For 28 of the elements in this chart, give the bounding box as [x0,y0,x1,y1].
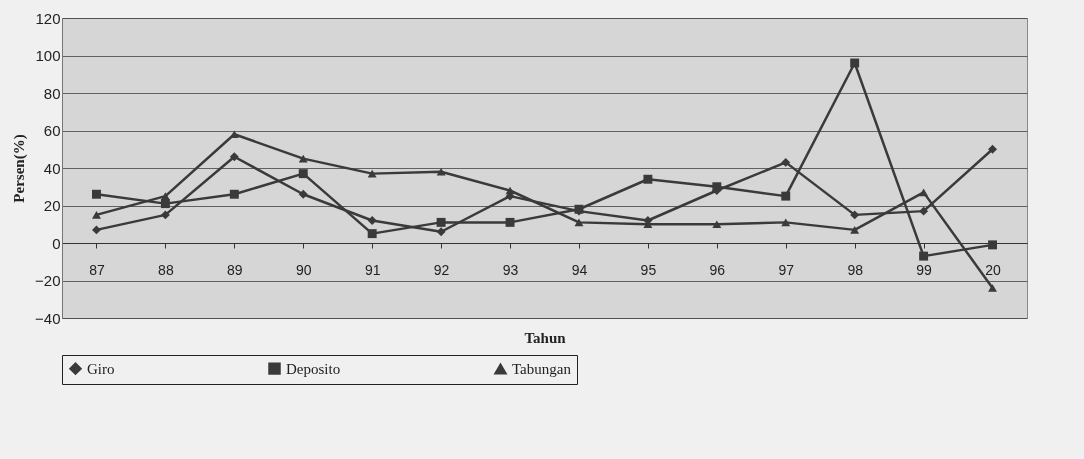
y-tick-label: 100 [35,47,61,64]
x-tick-label: 94 [571,261,588,278]
y-axis-title: Persen(%) [11,134,29,203]
x-tick-label: 89 [227,261,243,278]
y-tick-label: 120 [35,9,61,27]
x-tick-label: 87 [89,261,105,278]
x-tick-label: 97 [778,261,795,278]
legend-label: Deposito [286,360,341,377]
x-tick-label: 98 [847,261,864,278]
x-tick-label: 96 [709,261,726,278]
y-tick-label: 60 [43,122,61,139]
legend-label: Tabungan [512,360,572,377]
x-tick-label: 99 [916,261,933,278]
x-tick-label: 91 [364,261,381,278]
x-tick-label: 90 [295,261,312,278]
y-tick-label: 40 [43,159,61,177]
legend-label: Giro [87,360,115,377]
x-tick-label: 20 [985,261,1002,278]
y-tick-label: 80 [43,84,61,102]
x-tick-label: 93 [502,261,519,278]
y-tick-label: −40 [35,309,61,327]
x-tick-label: 92 [433,261,450,278]
y-tick-label: 0 [52,234,61,252]
x-tick-label: 95 [640,261,657,278]
x-tick-label: 88 [158,261,174,278]
y-tick-label: 20 [43,197,61,214]
y-tick-label: −20 [35,272,61,289]
x-axis-title: Tahun [524,329,567,346]
